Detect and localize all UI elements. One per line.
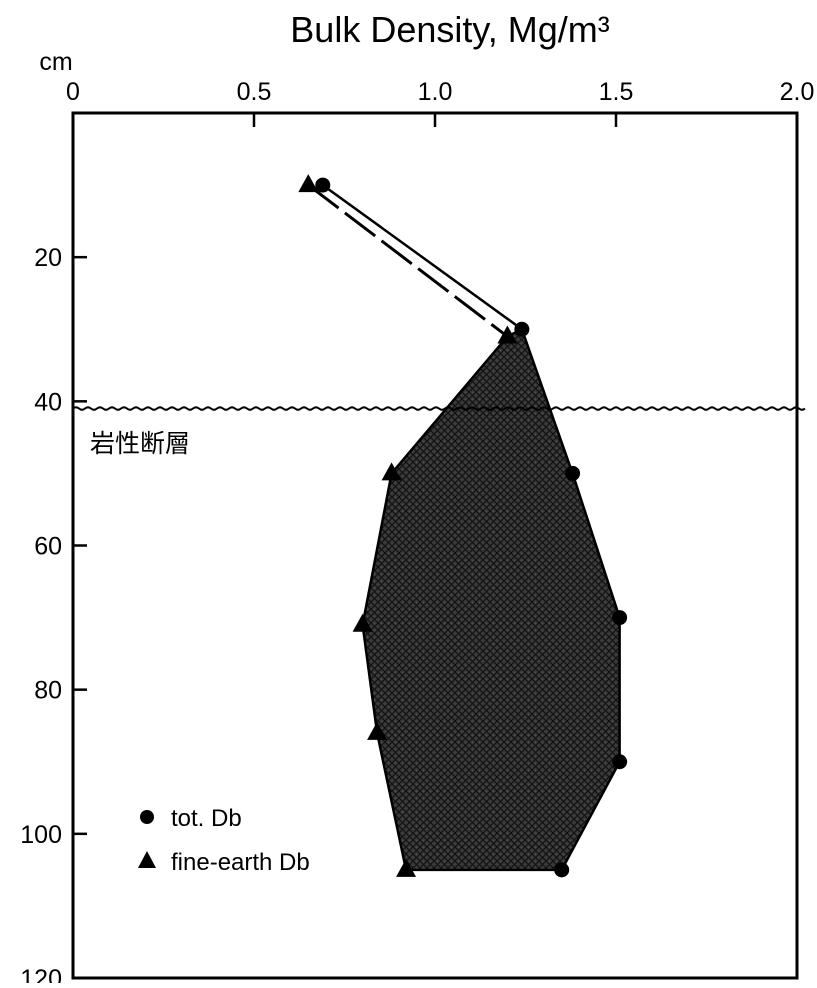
series-lines [307, 183, 523, 338]
y-tick-label: 40 [34, 388, 62, 416]
tot-db-point [612, 754, 628, 770]
x-axis-ticks: 0 0.5 1.0 1.5 2.0 [66, 78, 814, 127]
series-line-fine-earth-db [307, 183, 509, 338]
x-tick-label: 1.5 [599, 78, 634, 106]
tot-db-point [565, 465, 581, 481]
fault-line [72, 406, 806, 411]
tot-db-point [554, 862, 570, 878]
tot-db-point [315, 177, 331, 193]
legend: tot. Db fine-earth Db [138, 805, 310, 876]
y-tick-label: 80 [34, 677, 62, 705]
x-tick-label: 0.5 [237, 78, 272, 106]
y-tick-label: 120 [20, 965, 62, 983]
fine-earth-db-point [298, 174, 319, 193]
legend-label-fine-earth-db: fine-earth Db [171, 849, 310, 876]
fine-earth-db-point [396, 858, 417, 877]
fault-wavy-line [72, 406, 806, 411]
tot-db-point [612, 610, 628, 626]
y-tick-label: 60 [34, 533, 62, 561]
series-line-tot-db [322, 184, 523, 331]
y-tick-label: 20 [34, 244, 62, 272]
y-tick-label: 100 [20, 821, 62, 849]
legend-circle-marker [140, 810, 154, 824]
data-markers [298, 174, 628, 878]
fine-earth-db-point [367, 721, 388, 740]
legend-label-tot-db: tot. Db [171, 805, 242, 832]
x-tick-label: 1.0 [418, 78, 453, 106]
fine-earth-db-point [352, 613, 373, 632]
x-tick-label: 0 [66, 78, 80, 106]
x-tick-label: 2.0 [780, 78, 815, 106]
fine-earth-db-point [497, 325, 518, 344]
legend-triangle-marker [138, 851, 156, 868]
fine-earth-db-point [381, 462, 402, 481]
chart-title: Bulk Density, Mg/m³ [290, 9, 609, 50]
y-axis-unit: cm [39, 48, 72, 76]
y-axis-ticks: 20 40 60 80 100 120 [20, 244, 87, 988]
fault-annotation: 岩性断層 [90, 429, 190, 458]
tot-db-point [514, 321, 530, 337]
